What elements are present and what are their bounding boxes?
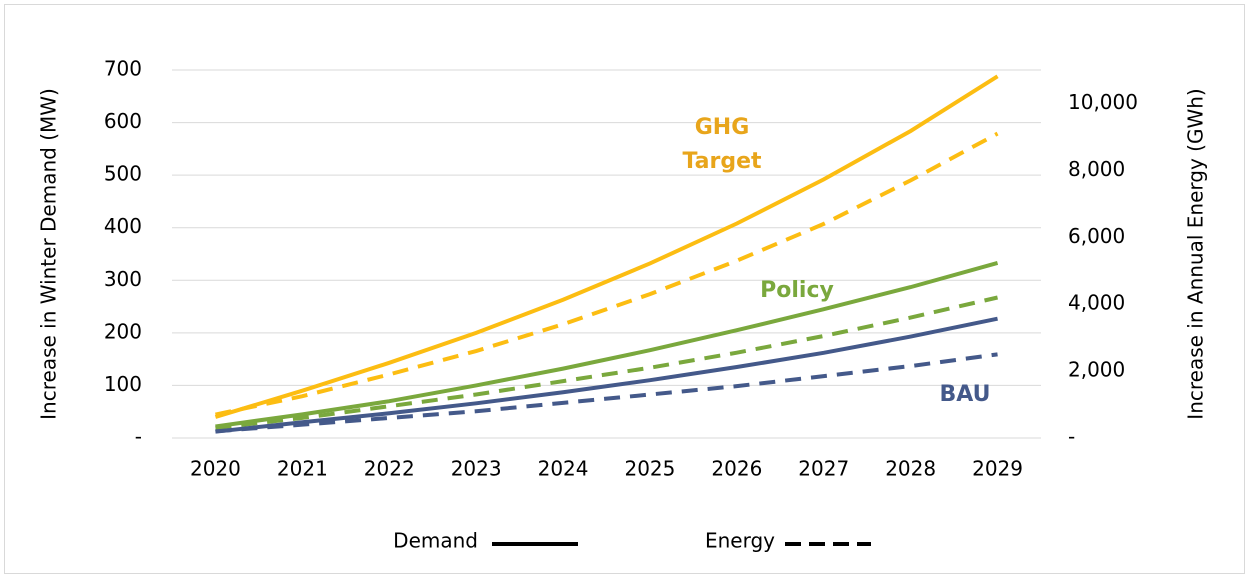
x-tick-label: 2024	[538, 457, 589, 481]
data-line	[215, 316, 998, 434]
y-tick-label: 200	[104, 319, 142, 343]
y-axis-label: Increase in Winter Demand (MW)	[37, 88, 61, 420]
y2-tick-label: -	[1068, 425, 1075, 449]
y-tick-label: 500	[104, 162, 142, 186]
x-tick-label: 2029	[972, 457, 1023, 481]
data-line	[215, 131, 999, 417]
x-tick-label: 2023	[451, 457, 502, 481]
chart-border	[4, 4, 1245, 574]
annotation: Policy	[760, 278, 834, 303]
annotation: GHG	[695, 115, 750, 140]
x-tick-label: 2025	[624, 457, 675, 481]
x-tick-label: 2028	[885, 457, 936, 481]
x-tick-label: 2021	[277, 457, 328, 481]
y2-tick-label: 8,000	[1068, 157, 1125, 181]
data-line	[214, 74, 999, 419]
y2-axis-label: Increase in Annual Energy (GWh)	[1184, 88, 1208, 419]
x-tick-label: 2022	[364, 457, 415, 481]
y-tick-label: 300	[104, 267, 142, 291]
legend-label: Demand	[393, 529, 478, 553]
legend-label: Energy	[705, 529, 775, 553]
y-tick-label: 700	[104, 57, 142, 81]
data-line	[215, 261, 999, 429]
annotation: Target	[682, 149, 762, 174]
data-line	[215, 295, 999, 430]
x-tick-label: 2026	[711, 457, 762, 481]
x-tick-label: 2020	[190, 457, 241, 481]
y-tick-label: 600	[104, 109, 142, 133]
y-tick-label: 100	[104, 372, 142, 396]
y2-tick-label: 4,000	[1068, 291, 1125, 315]
y-tick-label: -	[135, 425, 142, 449]
y2-tick-label: 6,000	[1068, 224, 1125, 248]
annotation: BAU	[940, 382, 991, 407]
y2-tick-label: 2,000	[1068, 358, 1125, 382]
y2-tick-label: 10,000	[1068, 90, 1138, 114]
data-line	[215, 352, 998, 434]
y-tick-label: 400	[104, 214, 142, 238]
x-tick-label: 2027	[798, 457, 849, 481]
